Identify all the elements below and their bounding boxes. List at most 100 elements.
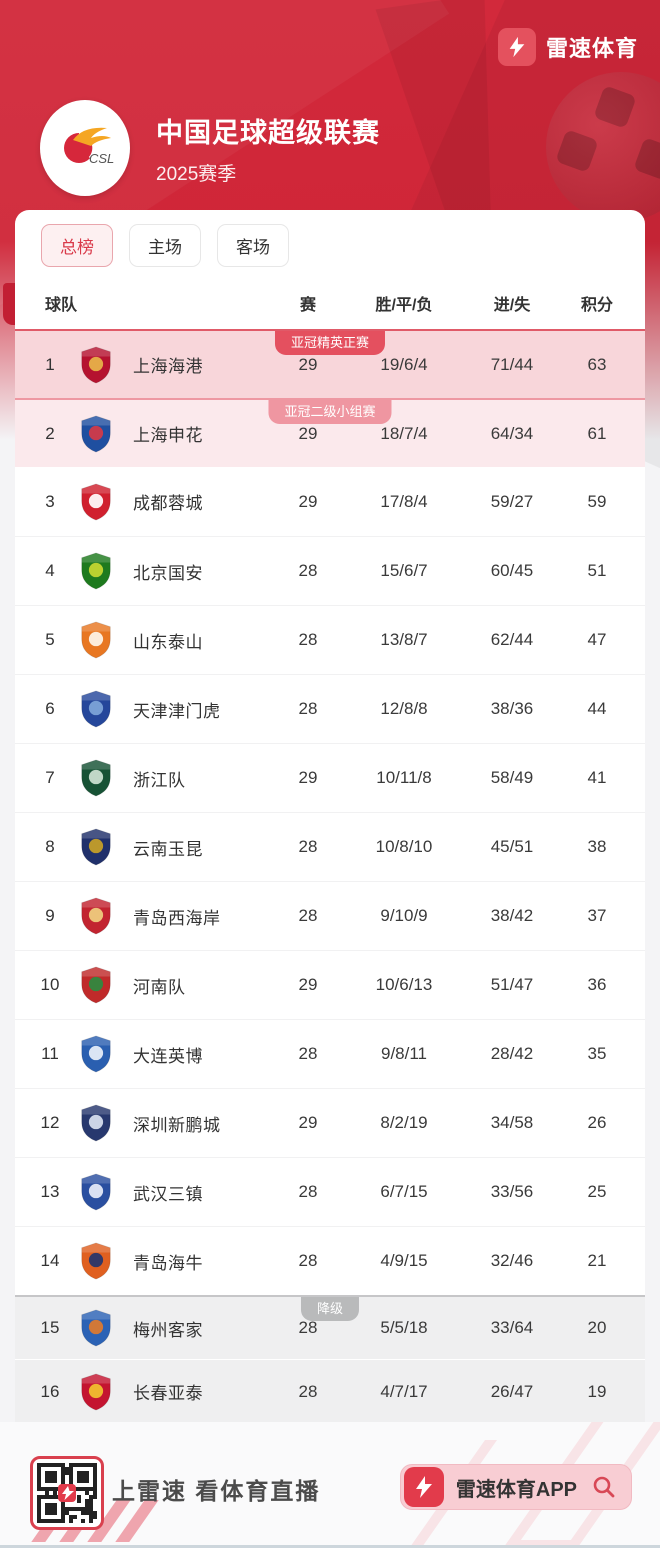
stat-goals: 45/51 [490, 837, 534, 856]
stat-goals: 58/49 [490, 768, 534, 787]
column-header-team: 球队 [45, 297, 78, 314]
stat-points: 41 [587, 768, 607, 787]
rank-number: 16 [40, 1381, 60, 1401]
team-logo-cell [71, 482, 121, 522]
league-logo: CSL [40, 100, 130, 196]
table-row[interactable]: 亚冠二级小组赛 2 上海申花 29 18/7/4 64/34 61 [15, 398, 645, 467]
rank-number: 6 [45, 699, 55, 718]
rank-number: 12 [40, 1113, 60, 1132]
stat-points: 25 [587, 1182, 607, 1201]
team-logo-cell [71, 1172, 121, 1212]
stat-goals: 33/56 [490, 1182, 534, 1201]
table-row[interactable]: 13 武汉三镇 28 6/7/15 33/56 25 [15, 1157, 645, 1226]
stat-wdl: 12/8/8 [380, 699, 428, 718]
tab-overall[interactable]: 总榜 [41, 224, 113, 267]
column-header-wdl: 胜/平/负 [375, 297, 433, 314]
season-subtitle: 2025赛季 [156, 163, 237, 185]
rank-number: 10 [40, 975, 60, 994]
rank-number: 14 [40, 1251, 60, 1270]
stat-played: 29 [298, 768, 318, 787]
stat-played: 28 [298, 1044, 318, 1063]
team-logo-cell [71, 551, 121, 591]
tab-bar: 总榜 主场 客场 [15, 210, 645, 277]
stat-wdl: 19/6/4 [380, 354, 428, 374]
team-name: 浙江队 [133, 770, 186, 790]
stat-points: 21 [587, 1251, 607, 1270]
team-logo [81, 759, 111, 797]
stat-played: 28 [298, 561, 318, 580]
table-row[interactable]: 9 青岛西海岸 28 9/10/9 38/42 37 [15, 881, 645, 950]
tab-home[interactable]: 主场 [129, 224, 201, 267]
stat-wdl: 8/2/19 [380, 1113, 428, 1132]
table-row[interactable]: 降级 15 梅州客家 28 5/5/18 33/64 20 [15, 1295, 645, 1359]
stat-wdl: 15/6/7 [380, 561, 428, 580]
team-logo [81, 690, 111, 728]
team-logo [81, 897, 111, 935]
team-logo-cell [71, 1308, 121, 1348]
stat-goals: 26/47 [490, 1381, 534, 1401]
app-promo-button[interactable]: 雷速体育APP [399, 1464, 632, 1510]
team-name: 青岛海牛 [133, 1253, 203, 1273]
stat-points: 35 [587, 1044, 607, 1063]
team-name: 山东泰山 [133, 632, 203, 652]
team-logo [81, 1242, 111, 1280]
column-header-played: 赛 [299, 297, 316, 314]
stat-played: 28 [298, 1318, 318, 1337]
table-row[interactable]: 5 山东泰山 28 13/8/7 62/44 47 [15, 605, 645, 674]
table-row[interactable]: 16 长春亚泰 28 4/7/17 26/47 19 [15, 1359, 645, 1423]
table-row[interactable]: 6 天津津门虎 28 12/8/8 38/36 44 [15, 674, 645, 743]
table-row[interactable]: 10 河南队 29 10/6/13 51/47 36 [15, 950, 645, 1019]
stat-played: 28 [298, 837, 318, 856]
lightning-icon [497, 28, 536, 66]
stat-wdl: 4/9/15 [380, 1251, 428, 1270]
rank-number: 9 [45, 906, 55, 925]
stat-goals: 62/44 [490, 630, 534, 649]
table-row[interactable]: 3 成都蓉城 29 17/8/4 59/27 59 [15, 467, 645, 536]
stat-played: 29 [298, 423, 318, 443]
rank-number: 11 [41, 1044, 59, 1063]
stat-wdl: 10/6/13 [375, 975, 433, 994]
stat-played: 28 [298, 1182, 318, 1201]
acl-elite-badge: 亚冠精英正赛 [274, 331, 386, 355]
stat-played: 28 [298, 906, 318, 925]
table-row[interactable]: 4 北京国安 28 15/6/7 60/45 51 [15, 536, 645, 605]
table-row[interactable]: 7 浙江队 29 10/11/8 58/49 41 [15, 743, 645, 812]
team-name: 成都蓉城 [133, 494, 203, 513]
footer-slogan: 上雷速 看体育直播 [112, 1478, 321, 1504]
rank-number: 13 [40, 1182, 60, 1201]
team-logo [81, 1173, 111, 1211]
stat-points: 59 [587, 491, 607, 511]
team-logo [81, 482, 111, 521]
team-name: 武汉三镇 [133, 1184, 203, 1204]
stat-wdl: 17/8/4 [380, 491, 428, 511]
stat-points: 37 [587, 906, 607, 925]
team-name: 云南玉昆 [133, 839, 203, 859]
team-logo [81, 1104, 111, 1142]
table-row[interactable]: 8 云南玉昆 28 10/8/10 45/51 38 [15, 812, 645, 881]
rank-number: 2 [45, 423, 55, 443]
brand-name: 雷速体育 [545, 36, 638, 61]
team-logo-cell [71, 965, 121, 1005]
stat-goals: 51/47 [490, 975, 534, 994]
tab-away[interactable]: 客场 [217, 224, 289, 267]
table-row[interactable]: 12 深圳新鹏城 29 8/2/19 34/58 26 [15, 1088, 645, 1157]
table-body: 亚冠精英正赛 1 上海海港 29 19/6/4 71/44 63 亚冠二级小组赛 2 上海申花 29… [15, 329, 645, 1423]
column-header-points: 积分 [580, 297, 613, 314]
table-row[interactable]: 11 大连英博 28 9/8/11 28/42 35 [15, 1019, 645, 1088]
table-row[interactable]: 14 青岛海牛 28 4/9/15 32/46 21 [15, 1226, 645, 1295]
stat-points: 61 [587, 423, 607, 443]
standings-card: 总榜 主场 客场 球队 赛 胜/平/负 进/失 积分 亚冠精英正赛 1 上海海港 29… [15, 210, 645, 1423]
qr-code [30, 1456, 104, 1530]
stat-played: 29 [298, 491, 318, 511]
stat-goals: 34/58 [490, 1113, 534, 1132]
search-icon [593, 1476, 615, 1498]
stat-wdl: 18/7/4 [380, 423, 428, 443]
team-logo-cell [71, 1103, 121, 1143]
page-title: 中国足球超级联赛 [156, 117, 380, 148]
acl-two-badge: 亚冠二级小组赛 [268, 400, 392, 424]
team-name: 北京国安 [133, 563, 203, 583]
table-row[interactable]: 亚冠精英正赛 1 上海海港 29 19/6/4 71/44 63 [15, 329, 645, 398]
stat-points: 26 [587, 1113, 607, 1132]
team-logo [81, 621, 111, 659]
team-name: 天津津门虎 [133, 701, 221, 721]
